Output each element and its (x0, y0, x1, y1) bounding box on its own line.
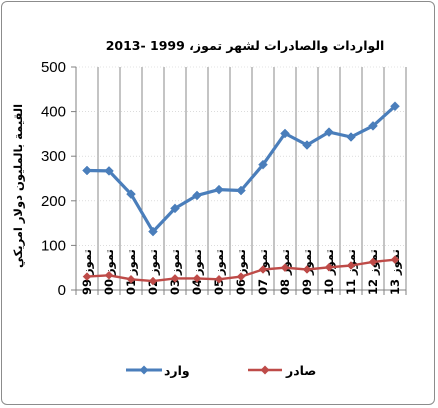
x-tick-label-group: تموز 08 (278, 249, 293, 295)
y-tick-label: 0 (58, 282, 66, 299)
x-tick-label-group: تموز 06 (234, 249, 249, 295)
data-point-2 (126, 274, 136, 284)
data-point-1 (324, 127, 334, 137)
series-layer (82, 101, 400, 286)
data-point-1 (214, 184, 224, 195)
legend-swatch-marker (260, 365, 270, 375)
x-tick-label: تموز 10 (322, 249, 337, 295)
data-point-2 (104, 270, 114, 280)
y-tick-label: 400 (41, 104, 66, 121)
y-tick-label: 300 (41, 148, 66, 165)
x-tick-label: تموز 12 (366, 249, 381, 295)
data-point-2 (192, 274, 202, 283)
x-tick-label-group: تموز 03 (168, 249, 183, 295)
x-tick-label: تموز 05 (212, 249, 227, 295)
data-point-2 (280, 263, 290, 273)
data-point-1 (368, 121, 378, 131)
data-point-2 (390, 255, 400, 265)
data-point-1 (236, 185, 246, 196)
legend-swatch-marker (139, 365, 149, 375)
legend-label: وارد (164, 363, 190, 378)
x-tick-label: تموز 11 (344, 249, 359, 295)
data-point-2 (302, 265, 312, 274)
x-tick-label-group: تموز 02 (146, 249, 161, 295)
series-line-1 (86, 105, 397, 234)
data-point-1 (302, 140, 312, 150)
data-point-1 (390, 101, 400, 112)
x-tick-label-group: تموز 12 (366, 249, 381, 295)
y-tick-label: 200 (41, 193, 66, 210)
data-point-2 (170, 274, 180, 283)
x-tick-label-group: تموز 11 (344, 249, 359, 295)
data-point-1 (82, 165, 92, 176)
x-tick-label: تموز 08 (278, 249, 293, 295)
x-tick-label-group: تموز 05 (212, 249, 227, 295)
x-tick-label: تموز 99 (80, 249, 95, 295)
data-point-1 (170, 203, 180, 214)
data-point-2 (324, 262, 334, 272)
data-point-2 (148, 276, 158, 286)
data-point-2 (82, 272, 92, 281)
data-point-1 (280, 128, 290, 139)
data-point-2 (258, 265, 268, 274)
x-tick-label: تموز 03 (168, 249, 183, 295)
chart-title: الواردات والصادرات لشهر تموز، 1999 -2013 (106, 38, 385, 53)
x-tick-label: تموز 01 (124, 249, 139, 295)
data-point-1 (148, 226, 158, 237)
y-tick-label: 500 (41, 59, 66, 76)
legend-label: صادر (285, 363, 316, 378)
x-tick-label-group: تموز 99 (80, 249, 95, 295)
x-tick-label-group: تموز 01 (124, 249, 139, 295)
data-point-1 (126, 189, 136, 199)
data-point-2 (236, 272, 246, 281)
x-tick-label: تموز 04 (190, 249, 205, 295)
data-point-2 (346, 261, 356, 270)
data-point-2 (214, 274, 224, 284)
data-point-2 (368, 257, 378, 267)
x-tick-label: تموز 06 (234, 249, 249, 295)
y-tick-label: 100 (41, 237, 66, 254)
data-point-1 (258, 159, 268, 170)
y-axis-label: القيمة بالمليون دولار امريكي (11, 104, 26, 268)
data-point-1 (346, 132, 356, 142)
legend: وارد صادر (126, 363, 316, 378)
x-tick-label-group: تموز 04 (190, 249, 205, 295)
x-tick-label: تموز 02 (146, 249, 161, 295)
data-point-1 (192, 190, 202, 201)
x-tick-label-group: تموز 10 (322, 249, 337, 295)
data-point-1 (104, 166, 114, 176)
